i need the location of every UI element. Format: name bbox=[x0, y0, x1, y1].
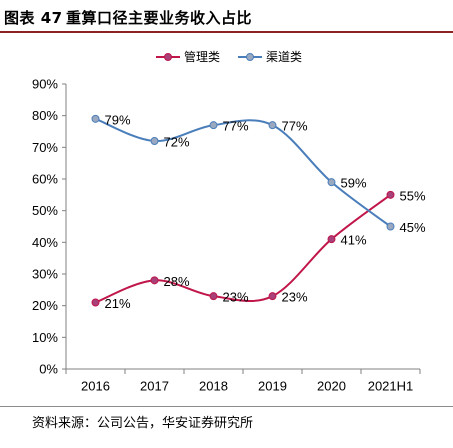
y-tick-label: 50% bbox=[32, 203, 58, 218]
management-data-label: 55% bbox=[400, 188, 426, 203]
legend-item-channel: 渠道类 bbox=[238, 50, 302, 64]
source-rule bbox=[0, 406, 453, 407]
line-chart: 0% 10% 20% 30% 40% 50% 60% 70% 80% 90% 2016 2017 201… bbox=[32, 49, 426, 394]
management-point bbox=[209, 292, 218, 301]
figure-title: 重算口径主要业务收入占比 bbox=[66, 9, 253, 27]
x-tick-label: 2019 bbox=[258, 379, 287, 394]
channel-point bbox=[386, 222, 395, 231]
management-data-label: 28% bbox=[164, 274, 190, 289]
source-note: 资料来源：公司公告，华安证券研究所 bbox=[32, 416, 254, 431]
legend-item-management: 管理类 bbox=[156, 49, 220, 64]
channel-data-label: 79% bbox=[105, 112, 131, 127]
x-tick-label: 2018 bbox=[199, 379, 228, 394]
management-series: 21% 28% 23% 23% 41% 55% bbox=[91, 188, 426, 311]
channel-data-label: 45% bbox=[400, 220, 426, 235]
management-series-line bbox=[94, 193, 392, 304]
legend-swatch-marker bbox=[246, 53, 254, 61]
y-tick-label: 70% bbox=[32, 140, 58, 155]
channel-point bbox=[150, 137, 159, 145]
y-tick-label: 60% bbox=[32, 172, 58, 187]
legend-label: 管理类 bbox=[184, 49, 220, 64]
y-tick-label: 40% bbox=[32, 235, 58, 250]
channel-data-label: 77% bbox=[223, 119, 249, 134]
x-tick-label: 2016 bbox=[81, 379, 110, 394]
management-point bbox=[268, 292, 277, 301]
channel-series: 79% 72% 77% 77% 59% 45% bbox=[91, 112, 426, 235]
legend: 管理类 渠道类 bbox=[156, 49, 302, 64]
y-tick-label: 90% bbox=[32, 77, 58, 92]
legend-label: 渠道类 bbox=[266, 50, 302, 64]
channel-point bbox=[91, 114, 100, 123]
channel-series-line bbox=[94, 117, 392, 228]
management-point bbox=[150, 276, 159, 285]
figure-title-row: 图表 47 重算口径主要业务收入占比 bbox=[4, 7, 252, 28]
legend-swatch-marker bbox=[164, 53, 172, 61]
x-tick-label: 2021H1 bbox=[368, 379, 414, 394]
management-point bbox=[386, 190, 395, 199]
series-layer: 21% 28% 23% 23% 41% 55% 79% 72% 77% 77% 59% 45% bbox=[91, 112, 426, 311]
channel-data-label: 72% bbox=[164, 135, 190, 150]
axes: 0% 10% 20% 30% 40% 50% 60% 70% 80% 90% 2016 2017 201… bbox=[32, 77, 421, 394]
y-tick-label: 20% bbox=[32, 298, 58, 313]
y-tick-label: 10% bbox=[32, 330, 58, 345]
y-tick-label: 0% bbox=[39, 362, 58, 377]
management-point bbox=[327, 235, 336, 244]
figure-label: 图表 47 bbox=[4, 9, 63, 27]
title-rule bbox=[0, 31, 453, 33]
management-data-label: 23% bbox=[223, 290, 249, 305]
management-data-label: 23% bbox=[282, 290, 308, 305]
management-data-label: 41% bbox=[341, 233, 367, 248]
management-point bbox=[91, 298, 100, 307]
channel-point bbox=[268, 121, 277, 130]
channel-data-label: 59% bbox=[341, 176, 367, 191]
x-tick-label: 2020 bbox=[317, 379, 346, 394]
y-tick-label: 80% bbox=[32, 108, 58, 123]
y-tick-label: 30% bbox=[32, 267, 58, 282]
channel-point bbox=[209, 121, 218, 130]
channel-point bbox=[327, 178, 336, 187]
channel-data-label: 77% bbox=[282, 119, 308, 134]
management-data-label: 21% bbox=[105, 296, 131, 311]
x-tick-label: 2017 bbox=[140, 379, 169, 394]
